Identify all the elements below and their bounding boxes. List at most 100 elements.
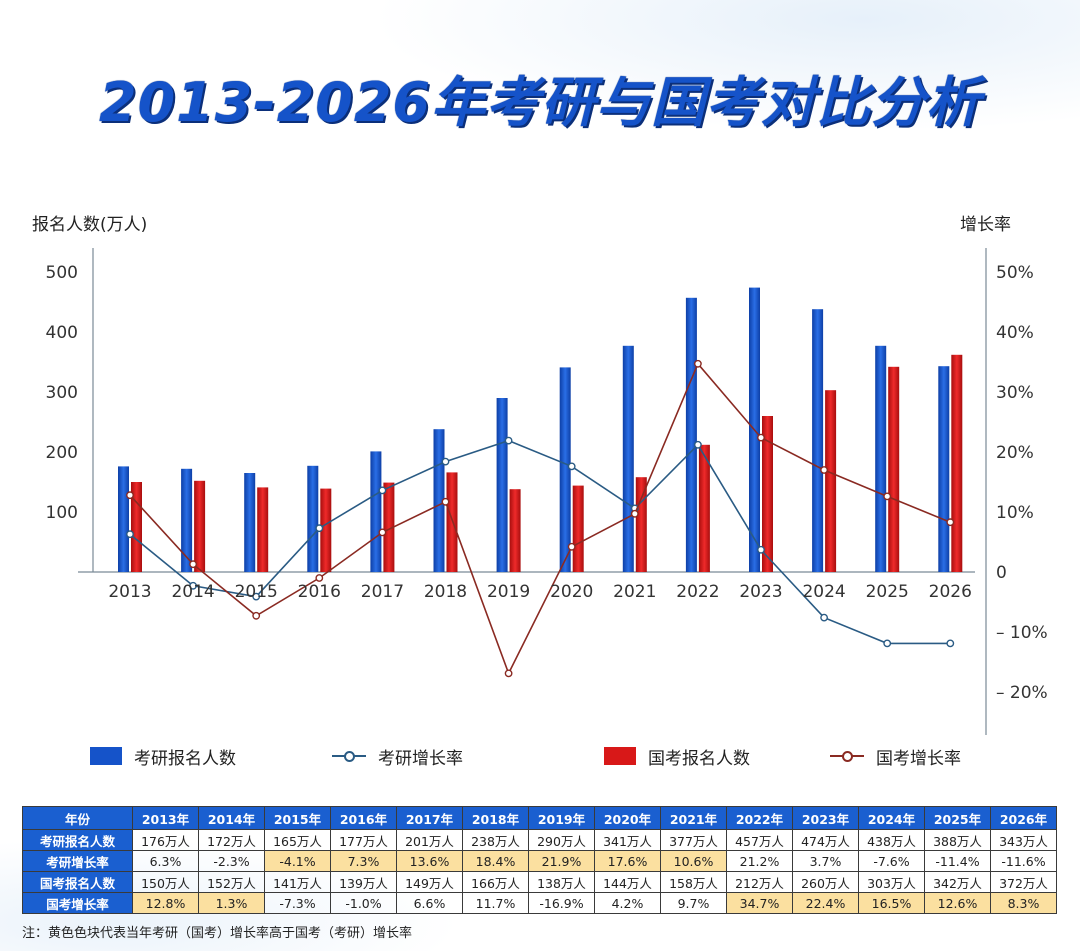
table-cell: 342万人 [924, 871, 991, 893]
bar-guokao [194, 480, 206, 572]
table-row: 国考报名人数 150万人 152万人 141万人 139万人 149万人 166万人 138万… [22, 871, 1057, 893]
page-title: 2013-2026年考研与国考对比分析 [99, 71, 981, 134]
bar-guokao [446, 472, 458, 572]
bar-kaoyan [181, 468, 193, 572]
table-row-label: 国考增长率 [22, 892, 133, 914]
y-tick-label-left: 100 [46, 503, 78, 523]
bar-guokao [635, 477, 647, 572]
table-cell: 12.8% [132, 892, 199, 914]
table-cell: 343万人 [990, 829, 1057, 851]
table-cell: 166万人 [462, 871, 529, 893]
table-cell: 4.2% [594, 892, 661, 914]
y-tick-label-right: 50% [996, 263, 1034, 283]
table-cell: 17.6% [594, 850, 661, 872]
line-guokao-growth [129, 362, 951, 676]
line-kaoyan-growth [129, 439, 951, 645]
x-tick-label: 2013 [108, 582, 151, 602]
table-row-label: 考研报名人数 [22, 829, 133, 851]
point-guokao-growth [252, 611, 261, 620]
table-header-cell: 2019年 [528, 806, 595, 830]
bar-kaoyan [496, 398, 508, 572]
table-cell: 158万人 [660, 871, 727, 893]
table-cell: 152万人 [198, 871, 265, 893]
table-cell: 388万人 [924, 829, 991, 851]
bar-guokao [509, 489, 521, 572]
bar-guokao [320, 488, 332, 572]
table-cell: 13.6% [396, 850, 463, 872]
table-body: 考研报名人数 176万人 172万人 165万人 177万人 201万人 238万人 290万… [22, 829, 1057, 914]
table-row: 考研增长率 6.3% -2.3% -4.1% 7.3% 13.6% 18.4% 21.9% 17… [22, 850, 1057, 872]
point-kaoyan-growth [315, 524, 324, 533]
table-row: 考研报名人数 176万人 172万人 165万人 177万人 201万人 238万人 290万… [22, 829, 1057, 851]
table-cell: 16.5% [858, 892, 925, 914]
x-tick-label: 2016 [298, 582, 341, 602]
bar-guokao [951, 354, 963, 572]
legend-line-swatch-blue [332, 747, 366, 765]
bar-guokao [383, 482, 395, 572]
table-cell: -11.4% [924, 850, 991, 872]
legend-item-guokao-growth: 国考增长率 [830, 742, 961, 770]
y-axis-right-title: 增长率 [960, 215, 1011, 235]
table-cell: 21.9% [528, 850, 595, 872]
table-cell: 303万人 [858, 871, 925, 893]
bar-kaoyan [370, 451, 382, 572]
point-kaoyan-growth [441, 457, 450, 466]
table-cell: 1.3% [198, 892, 265, 914]
legend-label: 国考报名人数 [648, 748, 750, 769]
point-guokao-growth [567, 542, 576, 551]
point-kaoyan-growth [504, 436, 513, 445]
y-tick-label-right: – 20% [996, 683, 1048, 703]
y-tick-label-right: – 10% [996, 623, 1048, 643]
table-cell: 201万人 [396, 829, 463, 851]
table-cell: -7.6% [858, 850, 925, 872]
table-cell: 457万人 [726, 829, 793, 851]
table-cell: 238万人 [462, 829, 529, 851]
table-header-cell: 2023年 [792, 806, 859, 830]
table-cell: 290万人 [528, 829, 595, 851]
table-cell: 8.3% [990, 892, 1057, 914]
table-row-label: 国考报名人数 [22, 871, 133, 893]
x-tick-label: 2022 [676, 582, 719, 602]
point-guokao-growth [378, 528, 387, 537]
bar-guokao [698, 444, 710, 572]
bar-guokao [825, 390, 837, 572]
legend-item-guokao-count: 国考报名人数 [604, 742, 750, 770]
x-tick-label: 2018 [424, 582, 467, 602]
table-cell: 150万人 [132, 871, 199, 893]
y-axis-left-title: 报名人数(万人) [32, 215, 148, 235]
point-kaoyan-growth [820, 613, 828, 622]
point-kaoyan-growth [378, 486, 387, 495]
legend-swatch-blue [90, 747, 122, 765]
table-cell: 438万人 [858, 829, 925, 851]
bar-guokao [762, 416, 773, 572]
table-cell: 212万人 [726, 871, 793, 893]
table-row-label: 考研增长率 [22, 850, 133, 872]
combo-chart: 500 400 300 200 100 50% 40% 30% 20% 10% 0 – 10% – 20… [46, 248, 1048, 735]
table-cell: 22.4% [792, 892, 859, 914]
x-tick-label: 2024 [802, 582, 845, 602]
table-cell: 372万人 [990, 871, 1057, 893]
table-cell: -2.3% [198, 850, 265, 872]
point-kaoyan-growth [126, 530, 134, 539]
point-guokao-growth [189, 560, 198, 569]
table-header-cell: 2016年 [330, 806, 397, 830]
point-guokao-growth [630, 509, 639, 518]
table-header-cell: 2024年 [858, 806, 925, 830]
table-cell: 341万人 [594, 829, 661, 851]
bar-kaoyan [433, 429, 445, 572]
table-cell: 177万人 [330, 829, 397, 851]
bar-guokao [888, 366, 900, 572]
table-cell: 6.6% [396, 892, 463, 914]
bar-guokao [572, 485, 584, 572]
table-cell: 12.6% [924, 892, 991, 914]
table-cell: 176万人 [132, 829, 199, 851]
legend-swatch-red [604, 747, 636, 765]
x-tick-label: 2015 [235, 582, 278, 602]
y-tick-label-right: 10% [996, 503, 1034, 523]
table-header-cell: 年份 [22, 806, 133, 830]
bar-kaoyan [622, 345, 634, 572]
y-tick-label-right: 40% [996, 323, 1034, 343]
point-guokao-growth [757, 433, 765, 442]
point-guokao-growth [126, 491, 134, 500]
x-tick-label: 2025 [866, 582, 909, 602]
